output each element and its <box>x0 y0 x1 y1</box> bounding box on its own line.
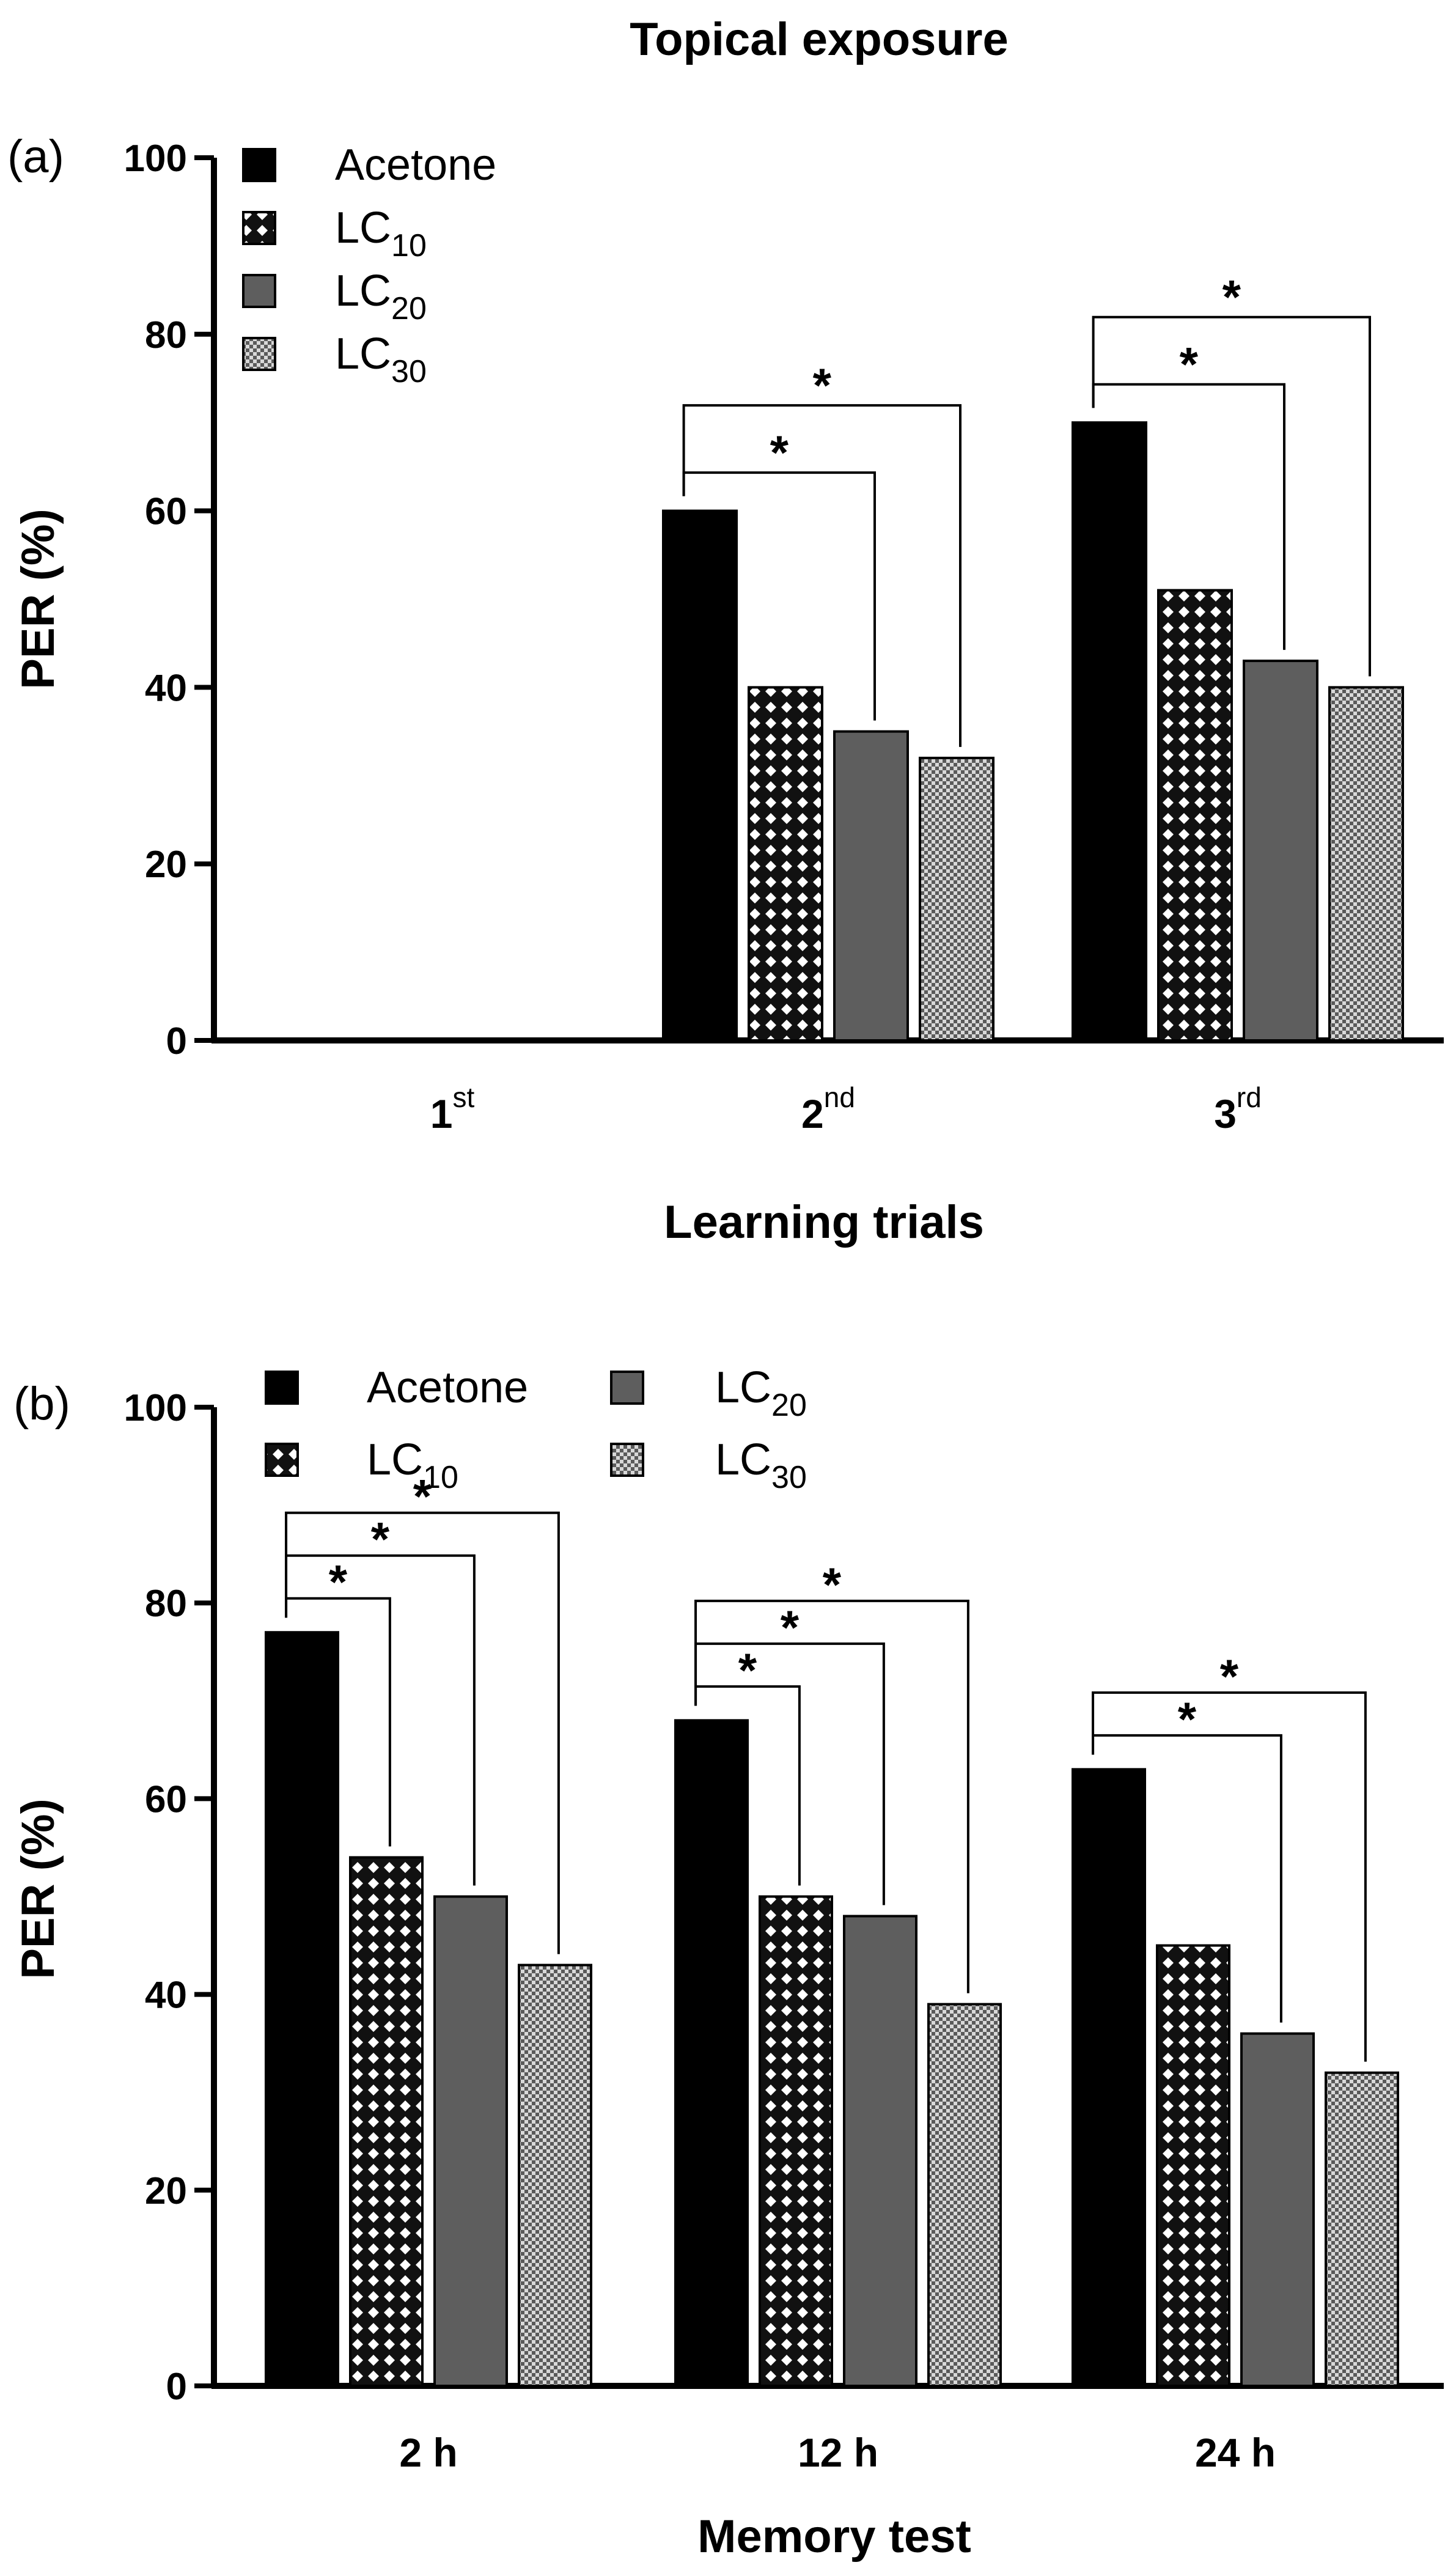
panel-label: (b) <box>13 1378 70 1430</box>
x-tick-label: 3rd <box>1214 1081 1262 1136</box>
panel-b: (b) 0 20 40 60 80 100 PER (%) Memory test 2 h 12 h… <box>12 1363 1444 2563</box>
y-tick-label: 80 <box>145 1583 187 1625</box>
y-tick-label: 0 <box>166 2366 187 2408</box>
bar <box>662 509 738 1042</box>
legend-swatch <box>242 211 276 245</box>
significance-star: * <box>1180 337 1199 391</box>
bar <box>1243 660 1318 1042</box>
significance-star: * <box>371 1512 390 1566</box>
legend-label: LC20 <box>335 267 427 326</box>
y-tick-label: 0 <box>166 1020 187 1062</box>
significance-star: * <box>738 1643 757 1697</box>
bar <box>265 1631 339 2387</box>
bar <box>674 1719 749 2388</box>
legend-swatch <box>265 1371 299 1405</box>
y-tick-label: 80 <box>145 314 187 356</box>
significance-star: * <box>1223 270 1241 324</box>
y-axis-label: PER (%) <box>12 1798 64 1979</box>
y-tick-label: 100 <box>124 1387 187 1429</box>
bar <box>1156 1944 1230 2388</box>
legend-swatch <box>242 148 276 182</box>
bar <box>433 1895 508 2387</box>
y-tick-label: 40 <box>145 667 187 709</box>
panel-a: (a) 0 20 40 60 80 100 PER (%) Learning trials 1st… <box>7 131 1444 1248</box>
bar <box>927 2003 1002 2388</box>
bar <box>833 730 909 1042</box>
bar <box>1325 2071 1399 2387</box>
significance-bracket <box>285 1511 560 1954</box>
significance-star: * <box>1220 1649 1239 1703</box>
legend-label: LC30 <box>335 329 427 389</box>
x-tick-label: 24 h <box>1195 2430 1276 2475</box>
figure-title: Topical exposure <box>630 13 1008 65</box>
bar <box>349 1856 424 2387</box>
panel-label: (a) <box>7 131 64 183</box>
legend-swatch <box>242 274 276 308</box>
x-tick-label: 12 h <box>798 2430 878 2475</box>
legend-swatch <box>610 1371 644 1405</box>
bar <box>1072 421 1147 1042</box>
y-tick-label: 100 <box>124 138 187 180</box>
bar <box>1328 686 1404 1042</box>
significance-star: * <box>813 358 832 412</box>
significance-bracket <box>1092 1691 1367 2062</box>
significance-star: * <box>329 1555 348 1609</box>
bar <box>1240 2032 1315 2387</box>
y-tick-label: 20 <box>145 844 187 886</box>
significance-bracket <box>694 1599 969 1993</box>
y-tick-label: 20 <box>145 2170 187 2212</box>
legend-label: LC10 <box>367 1435 458 1495</box>
x-axis-label: Learning trials <box>664 1196 984 1248</box>
bar <box>1157 589 1233 1042</box>
x-tick-label: 2 h <box>399 2430 457 2475</box>
significance-star: * <box>781 1600 800 1654</box>
significance-bracket <box>1092 315 1371 677</box>
legend-swatch <box>265 1443 299 1477</box>
bar <box>759 1895 833 2387</box>
x-axis-label: Memory test <box>697 2511 971 2563</box>
x-tick-label: 1st <box>430 1081 475 1136</box>
legend-label: Acetone <box>367 1363 528 1412</box>
x-tick-label: 2nd <box>801 1081 855 1136</box>
legend-label: LC10 <box>335 204 427 263</box>
legend-swatch <box>242 337 276 371</box>
y-tick-label: 40 <box>145 1974 187 2017</box>
significance-star: * <box>1178 1692 1197 1746</box>
bar <box>843 1915 917 2387</box>
bar <box>1072 1768 1146 2388</box>
legend-label: LC30 <box>715 1435 807 1495</box>
legend-label: Acetone <box>335 141 496 190</box>
significance-star: * <box>823 1558 842 1611</box>
y-tick-label: 60 <box>145 491 187 533</box>
legend-label: LC20 <box>715 1363 807 1423</box>
y-tick-label: 60 <box>145 1778 187 1820</box>
bar <box>518 1963 592 2388</box>
significance-bracket <box>682 404 961 747</box>
bar <box>748 686 823 1042</box>
bar <box>919 756 995 1042</box>
y-axis-label: PER (%) <box>12 509 64 690</box>
significance-star: * <box>413 1470 432 1523</box>
legend-swatch <box>610 1443 644 1477</box>
significance-star: * <box>770 425 789 479</box>
